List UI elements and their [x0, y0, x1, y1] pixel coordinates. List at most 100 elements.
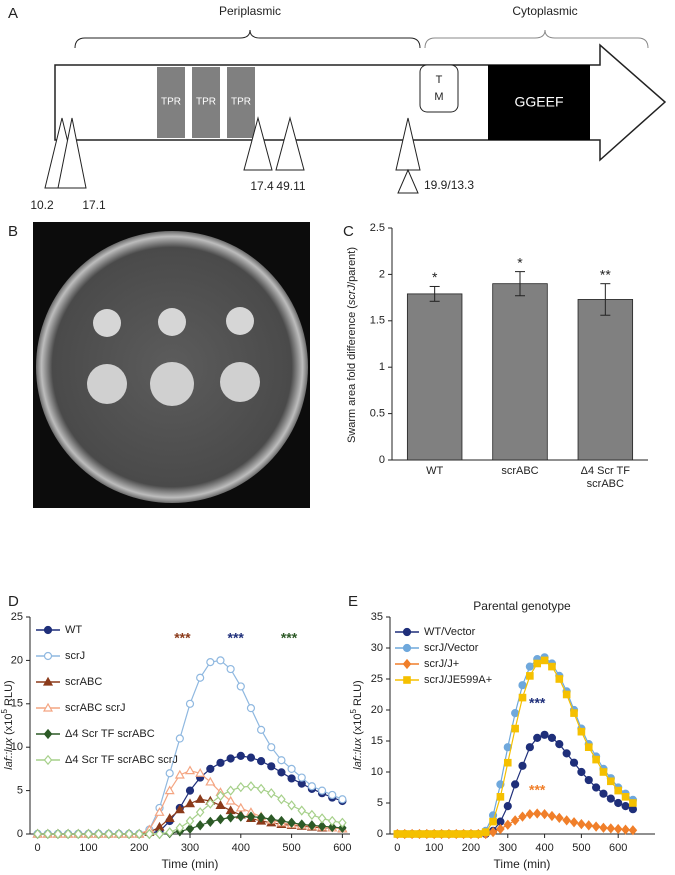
insertion-label: 10.2	[30, 198, 54, 212]
marker	[317, 786, 327, 795]
marker	[175, 734, 184, 743]
marker	[327, 815, 337, 827]
y-tick-label: 2.5	[370, 222, 385, 234]
marker	[452, 830, 461, 838]
marker	[267, 743, 276, 752]
x-tick-label: 500	[572, 842, 590, 854]
marker	[621, 801, 630, 811]
marker	[518, 811, 527, 822]
marker	[164, 785, 175, 795]
marker	[235, 802, 246, 812]
marker	[215, 800, 226, 809]
x-tick-label: WT	[426, 465, 444, 477]
marker	[540, 656, 549, 665]
colony	[220, 362, 260, 402]
marker	[287, 800, 296, 811]
legend-label: Δ4 Scr TF scrABC scrJ	[65, 754, 178, 766]
brace	[74, 29, 421, 49]
marker	[297, 773, 306, 782]
x-tick-label: 400	[535, 842, 553, 854]
marker	[503, 819, 513, 830]
marker	[577, 767, 586, 777]
colony	[150, 362, 194, 406]
marker	[307, 820, 317, 831]
marker	[195, 794, 206, 803]
marker	[547, 733, 557, 743]
legend-marker	[43, 754, 53, 766]
marker	[307, 782, 317, 791]
x-tick-label: 500	[282, 842, 300, 854]
marker	[570, 709, 578, 717]
marker	[246, 781, 256, 792]
marker	[73, 828, 83, 840]
marker	[206, 816, 215, 827]
marker	[629, 799, 637, 807]
significance-label: **	[600, 266, 611, 282]
legend-label: scrJ/Vector	[424, 642, 479, 654]
y-axis-label: laf::lux (x105 RLU)	[0, 680, 15, 769]
marker	[164, 813, 175, 822]
x-tick-label: 200	[130, 842, 148, 854]
label-part: 5	[349, 708, 358, 713]
domain-label: T	[436, 74, 443, 86]
marker	[226, 754, 235, 763]
x-tick-label: 300	[499, 842, 517, 854]
marker	[621, 824, 630, 835]
panel-label: B	[8, 223, 18, 240]
marker	[592, 755, 600, 764]
label-part: RLU)	[352, 680, 364, 709]
marker	[63, 828, 73, 840]
x-tick-label: 100	[425, 842, 443, 854]
y-tick-label: 10	[11, 741, 23, 753]
marker	[445, 830, 453, 838]
legend-marker	[402, 627, 412, 637]
chart-title: Parental genotype	[473, 599, 571, 613]
legend-marker	[43, 625, 53, 635]
y-tick-label: 20	[371, 704, 383, 716]
marker	[511, 724, 519, 733]
marker	[195, 820, 205, 831]
marker	[206, 764, 215, 774]
marker	[496, 792, 505, 801]
marker	[216, 814, 225, 825]
marker	[226, 664, 235, 674]
x-tick-label: 600	[609, 842, 627, 854]
insertion	[243, 116, 273, 171]
domain-label: GGEEF	[514, 94, 563, 110]
y-tick-label: 1.5	[370, 315, 385, 327]
legend-label: Δ4 Scr TF scrABC	[65, 728, 155, 740]
marker	[562, 690, 571, 699]
panel-label: A	[8, 5, 18, 22]
marker	[287, 774, 296, 783]
marker	[338, 817, 347, 828]
marker	[134, 828, 144, 840]
label-part: 5	[0, 708, 9, 713]
insertion	[275, 116, 305, 171]
marker	[277, 815, 286, 827]
domain-label: M	[434, 91, 443, 103]
y-tick-label: 25	[11, 611, 23, 623]
marker	[216, 790, 225, 801]
marker	[174, 804, 185, 814]
marker	[614, 786, 622, 795]
domain-label: TPR	[196, 97, 216, 108]
tpr-domain	[227, 67, 255, 138]
marker	[518, 681, 527, 690]
y-tick-label: 30	[371, 642, 383, 654]
bar	[577, 299, 634, 461]
marker	[415, 830, 424, 838]
marker	[584, 743, 593, 752]
annotation: ***	[281, 629, 298, 645]
marker	[114, 828, 124, 840]
marker	[104, 828, 114, 840]
plate-photo	[33, 222, 310, 508]
legend-label: scrABC	[65, 676, 102, 688]
marker	[525, 743, 534, 752]
marker	[246, 704, 256, 713]
marker	[621, 792, 630, 801]
marker	[430, 830, 438, 838]
marker	[277, 756, 286, 765]
label-part: (x10	[352, 713, 364, 737]
marker	[174, 769, 185, 779]
y-tick-label: 5	[377, 797, 383, 809]
